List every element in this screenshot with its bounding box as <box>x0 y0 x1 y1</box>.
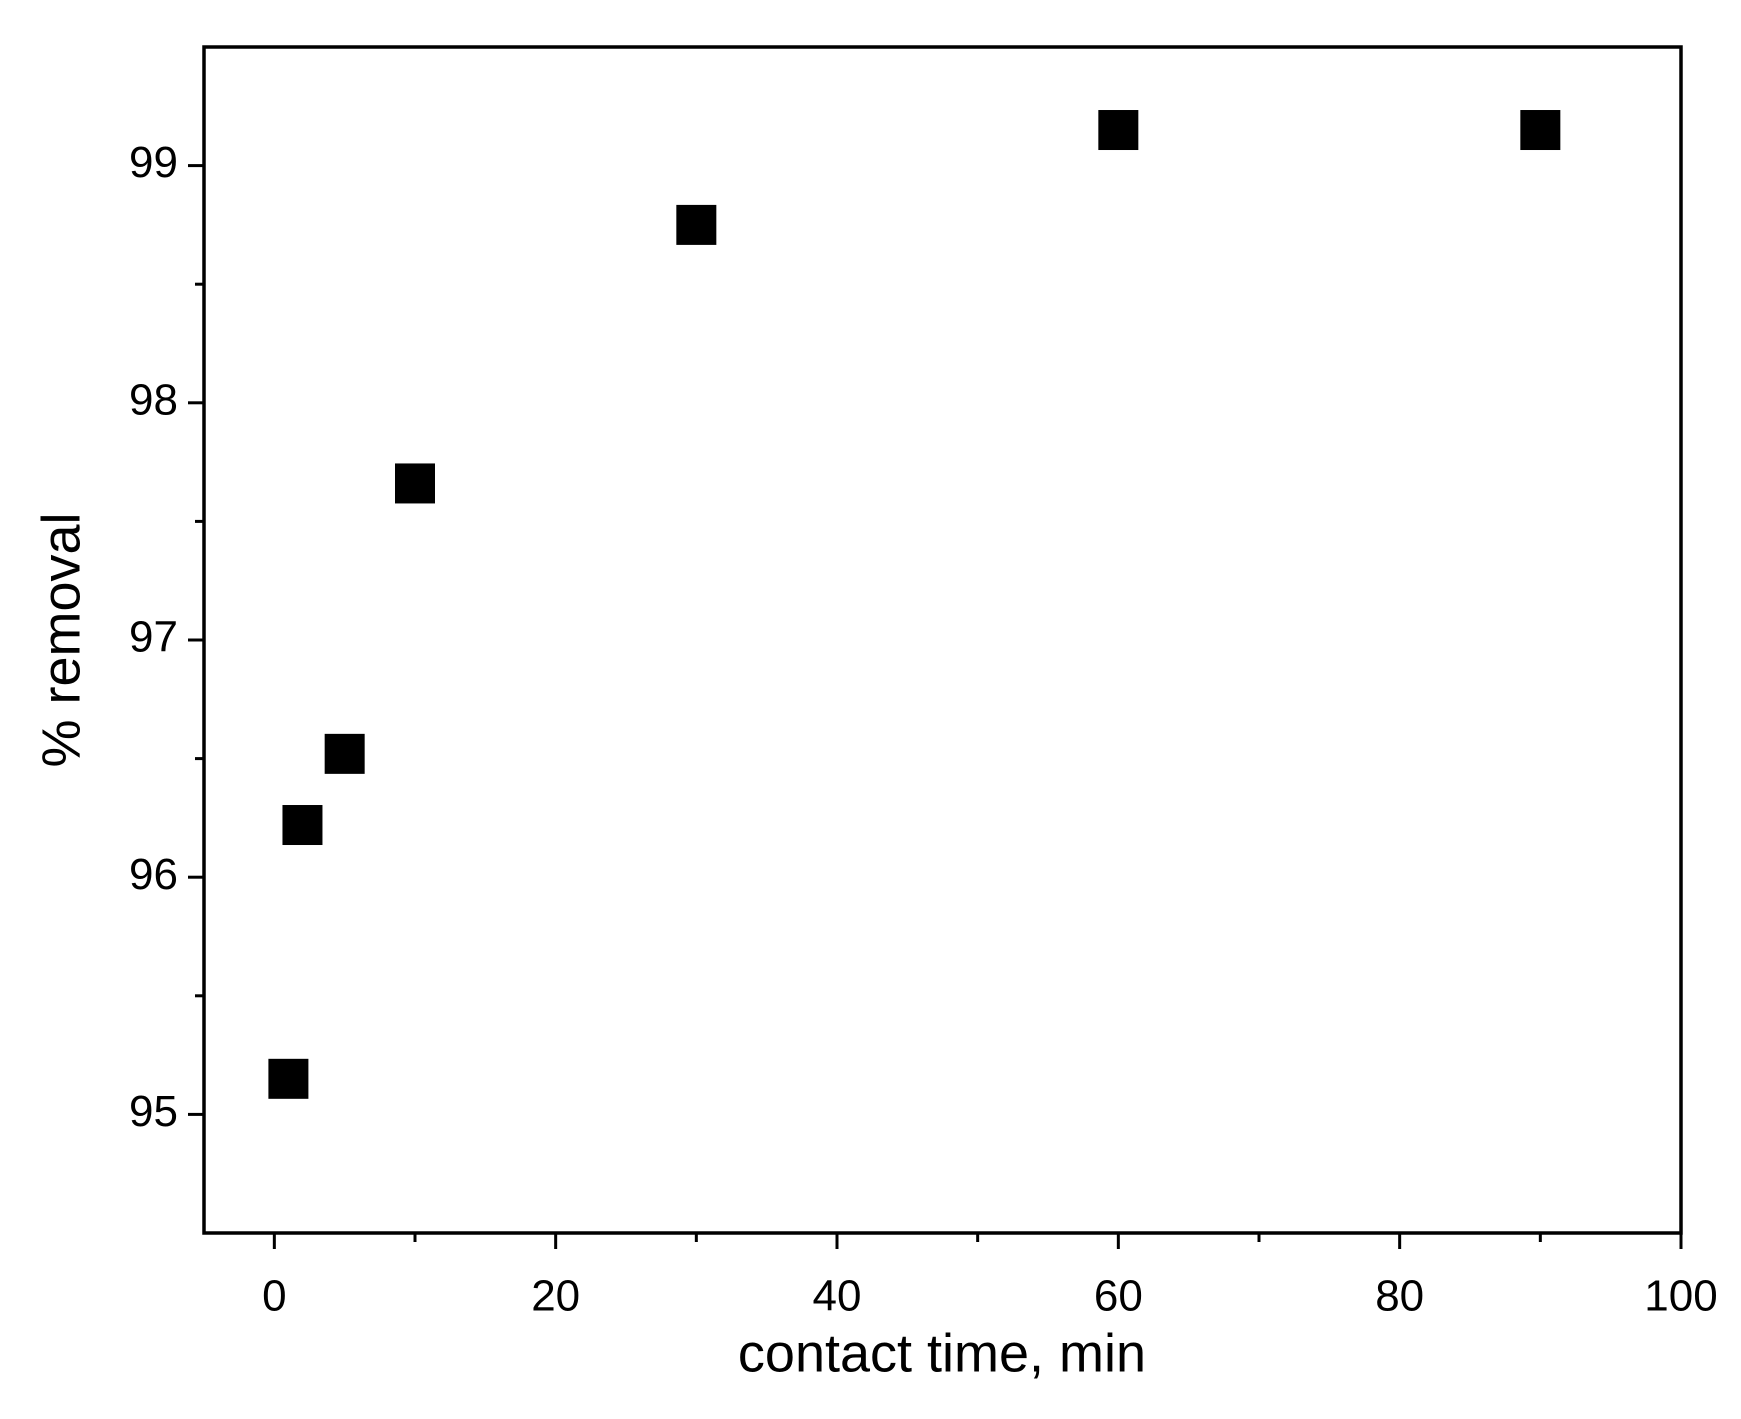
y-tick-label: 99 <box>129 138 178 187</box>
y-axis-label: % removal <box>31 512 91 767</box>
plot-frame <box>202 45 1683 1235</box>
point <box>1520 110 1561 151</box>
x-tick-label: 40 <box>813 1272 862 1321</box>
point <box>282 805 323 846</box>
x-tick-label: 20 <box>531 1272 580 1321</box>
y-tick-label: 95 <box>129 1087 178 1136</box>
y-tick-label: 98 <box>129 375 178 424</box>
point <box>395 463 435 504</box>
x-axis-label: contact time, min <box>738 1323 1146 1383</box>
point <box>676 204 717 245</box>
x-tick-label: 60 <box>1094 1272 1143 1321</box>
x-tick-label: 0 <box>262 1272 286 1321</box>
point <box>1098 110 1139 151</box>
x-tick-label: 100 <box>1644 1272 1717 1321</box>
y-tick-label: 97 <box>129 613 178 662</box>
point <box>268 1058 309 1099</box>
x-tick-label: 80 <box>1375 1272 1424 1321</box>
point <box>324 733 365 774</box>
y-tick-label: 96 <box>129 850 178 899</box>
